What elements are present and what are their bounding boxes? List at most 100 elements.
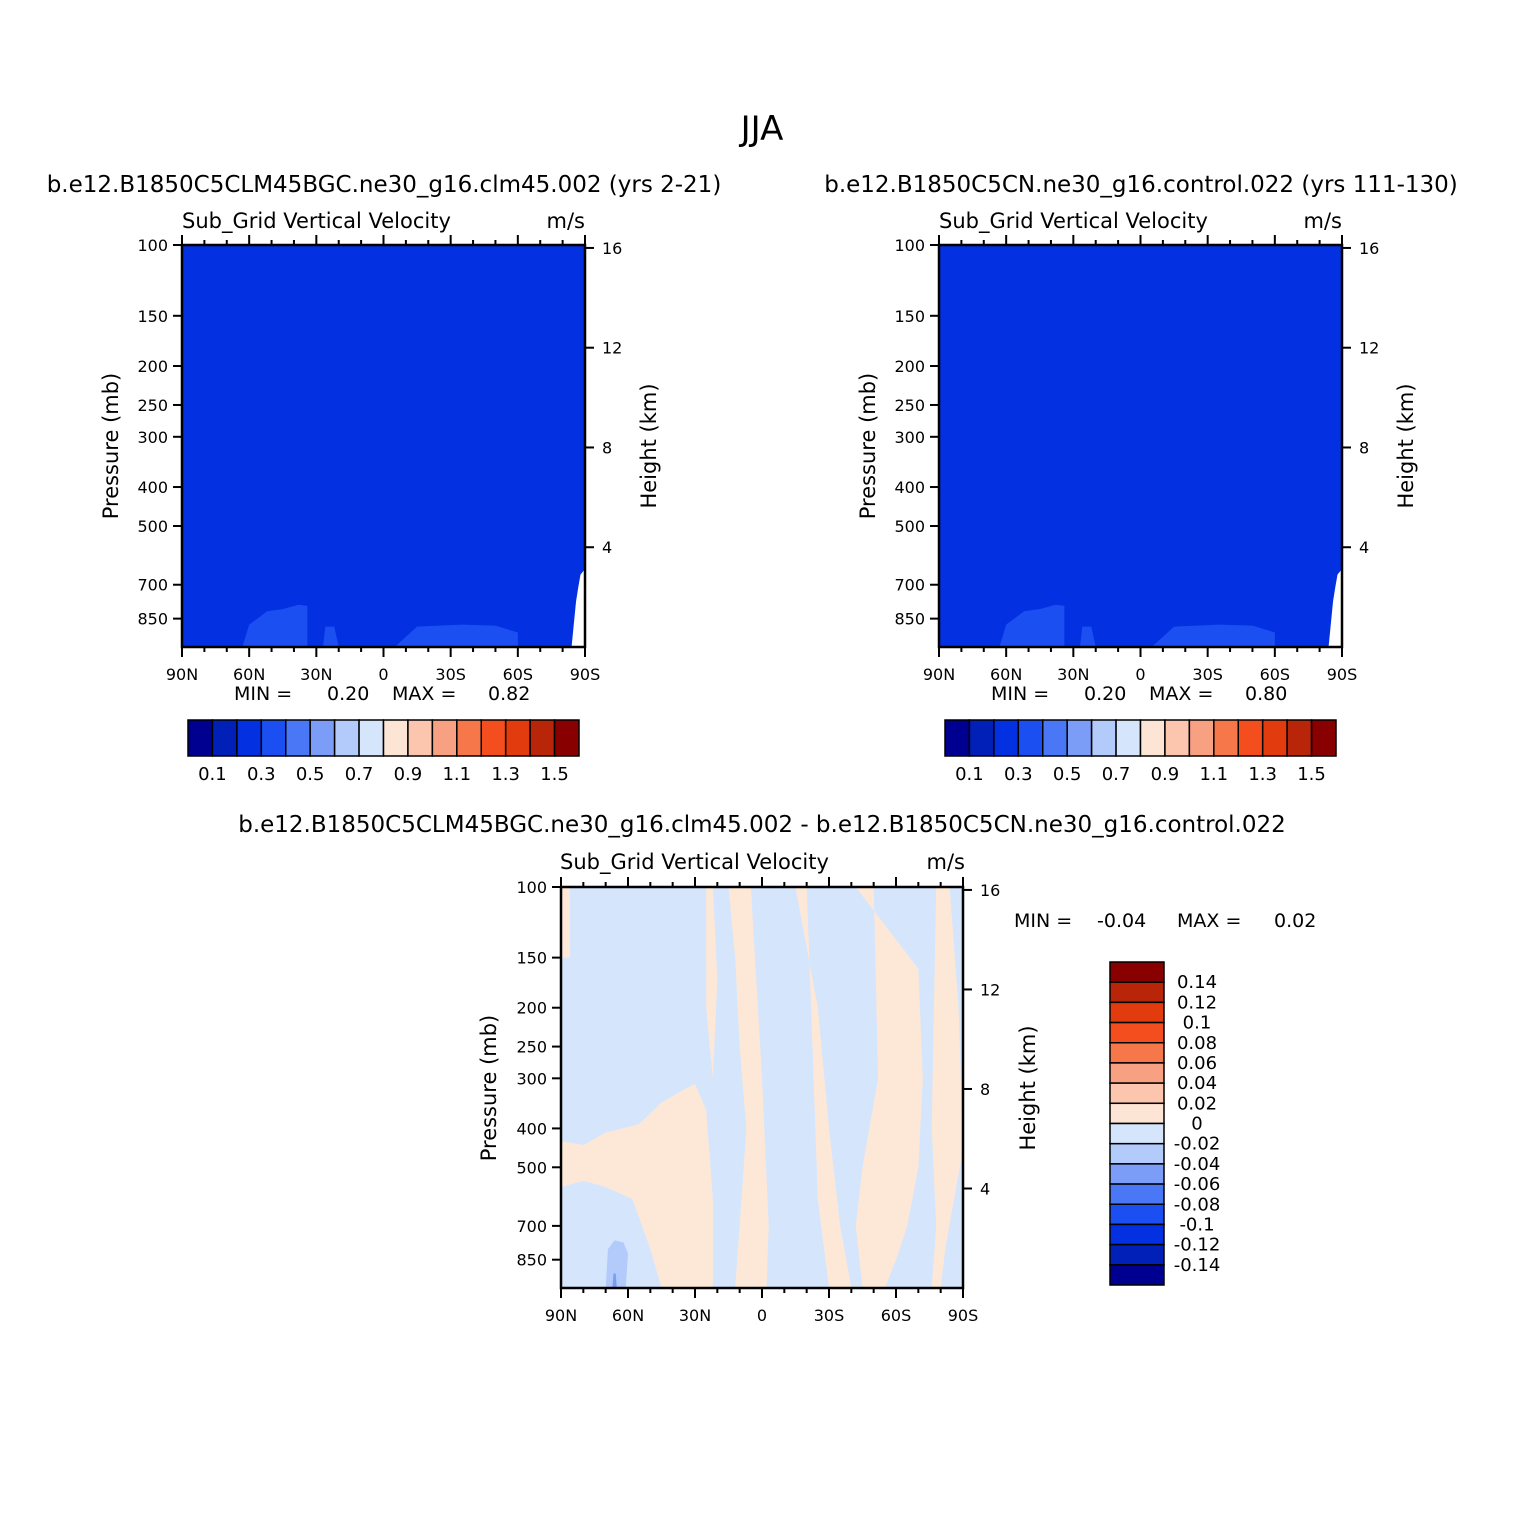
- colorbar-swatch: [1109, 1243, 1165, 1266]
- positive-region: [855, 887, 923, 1288]
- colorbar-swatch: [1109, 1142, 1165, 1165]
- y2-tick-label: 16: [1359, 239, 1379, 258]
- panel-3-field-name: Sub_Grid Vertical Velocity: [560, 850, 829, 875]
- x-tick-label: 90N: [923, 665, 955, 684]
- panel-2-colorbar: 0.1 0.3 0.5 0.7 0.9 1.1 1.3 1.5: [944, 719, 1337, 785]
- low-lobe-sh: [394, 624, 518, 647]
- colorbar-swatch: [187, 719, 214, 757]
- colorbar-swatch: [529, 719, 556, 757]
- y-tick-label: 400: [894, 478, 925, 497]
- colorbar-swatch: [456, 719, 482, 757]
- y-tick-label: 850: [894, 610, 925, 629]
- y2-tick-label: 12: [1359, 339, 1379, 358]
- positive-region: [795, 887, 852, 1288]
- panel-1-max-value: 0.82: [488, 683, 530, 705]
- y-tick-label: 400: [516, 1119, 547, 1138]
- page-title: JJA: [739, 109, 784, 149]
- colorbar-label: 0.04: [1177, 1073, 1217, 1094]
- panel-3-units: m/s: [927, 850, 965, 874]
- colorbar-swatch: [1109, 1001, 1165, 1024]
- negative-blob: [605, 1240, 628, 1288]
- x-tick-label: 60S: [1260, 665, 1291, 684]
- panel-1-field-name: Sub_Grid Vertical Velocity: [182, 209, 451, 234]
- colorbar-label: 0.7: [345, 764, 374, 785]
- y2-tick-label: 8: [602, 438, 612, 457]
- colorbar-swatch: [1090, 719, 1117, 757]
- y-tick-label: 700: [516, 1217, 547, 1236]
- x-tick-label: 60S: [881, 1306, 912, 1325]
- y-tick-label: 100: [137, 236, 168, 255]
- y-tick-label: 150: [137, 307, 168, 326]
- colorbar-swatch: [1261, 719, 1288, 757]
- y-tick-label: 700: [137, 576, 168, 595]
- colorbar-swatch: [382, 719, 409, 757]
- colorbar-label: 0: [1191, 1114, 1202, 1135]
- colorbar-swatch: [1310, 719, 1337, 757]
- panel-3-min-label: MIN =: [1014, 910, 1072, 932]
- colorbar-swatch: [504, 719, 531, 757]
- panel-1-min-value: 0.20: [327, 683, 369, 705]
- colorbar-label: 0.08: [1177, 1033, 1217, 1054]
- panel-1-plot: 100 150 200 250 300 400 500 700 850 16 12 8 4 90N 60N 3…: [137, 235, 622, 684]
- panel-2-field-name: Sub_Grid Vertical Velocity: [939, 209, 1208, 234]
- colorbar-swatch: [1188, 719, 1215, 757]
- positive-region: [561, 887, 570, 958]
- y-tick-label: 500: [516, 1158, 547, 1177]
- colorbar-label: 1.5: [540, 764, 569, 785]
- colorbar-swatch: [1109, 1163, 1165, 1185]
- x-tick-label: 30N: [1057, 665, 1089, 684]
- low-lobe-sh: [1151, 624, 1275, 647]
- y-tick-label: 200: [137, 357, 168, 376]
- panel-2-max-value: 0.80: [1245, 683, 1287, 705]
- low-lobe-nh: [999, 604, 1065, 647]
- positive-region: [706, 887, 718, 1079]
- colorbar-swatch: [1109, 1223, 1165, 1246]
- colorbar-label: 0.1: [955, 764, 984, 785]
- y2-tick-label: 8: [1359, 438, 1369, 457]
- y-tick-label: 300: [137, 428, 168, 447]
- x-tick-label: 30S: [814, 1306, 845, 1325]
- colorbar-swatch: [1109, 961, 1165, 983]
- panel-2-min-value: 0.20: [1084, 683, 1126, 705]
- panel-2-y2label: Height (km): [1394, 383, 1418, 508]
- colorbar-swatch: [1109, 1264, 1165, 1286]
- colorbar-swatch: [1213, 719, 1239, 757]
- positive-region: [931, 887, 963, 1288]
- y2-tick-label: 12: [980, 980, 1000, 999]
- colorbar-swatch: [1109, 1122, 1165, 1145]
- colorbar-label: 0.3: [247, 764, 276, 785]
- colorbar-swatch: [236, 719, 263, 757]
- colorbar-label: 0.5: [1053, 764, 1082, 785]
- colorbar-swatch: [211, 719, 238, 757]
- colorbar-swatch: [1139, 719, 1166, 757]
- colorbar-label: 0.06: [1177, 1053, 1217, 1074]
- panel-1-max-label: MAX =: [392, 683, 456, 705]
- panel-1-title: b.e12.B1850C5CLM45BGC.ne30_g16.clm45.002…: [47, 172, 722, 198]
- colorbar-label: 0.5: [296, 764, 325, 785]
- colorbar-label: 0.3: [1004, 764, 1033, 785]
- y2-tick-label: 12: [602, 339, 622, 358]
- x-tick-label: 30N: [679, 1306, 711, 1325]
- colorbar-label: -0.12: [1174, 1235, 1221, 1256]
- panel-1-y2label: Height (km): [637, 383, 661, 508]
- x-tick-label: 90S: [948, 1306, 979, 1325]
- missing-notch: [1328, 569, 1342, 647]
- colorbar-swatch: [1115, 719, 1142, 757]
- colorbar-swatch: [944, 719, 971, 757]
- panel-2-units: m/s: [1304, 209, 1342, 233]
- colorbar-swatch: [407, 719, 434, 757]
- y2-tick-label: 4: [1359, 538, 1369, 557]
- y-tick-label: 100: [516, 878, 547, 897]
- y-tick-label: 500: [894, 517, 925, 536]
- colorbar-swatch: [1066, 719, 1093, 757]
- colorbar-label: -0.02: [1174, 1134, 1221, 1155]
- panel-1-ylabel: Pressure (mb): [99, 373, 123, 520]
- panel-2-ylabel: Pressure (mb): [856, 373, 880, 520]
- missing-notch: [571, 569, 585, 647]
- colorbar-swatch: [1109, 1102, 1165, 1125]
- colorbar-swatch: [480, 719, 507, 757]
- x-tick-label: 60N: [612, 1306, 644, 1325]
- field-fill: [939, 245, 1342, 647]
- panel-3-min-value: -0.04: [1097, 910, 1146, 932]
- x-tick-label: 90N: [545, 1306, 577, 1325]
